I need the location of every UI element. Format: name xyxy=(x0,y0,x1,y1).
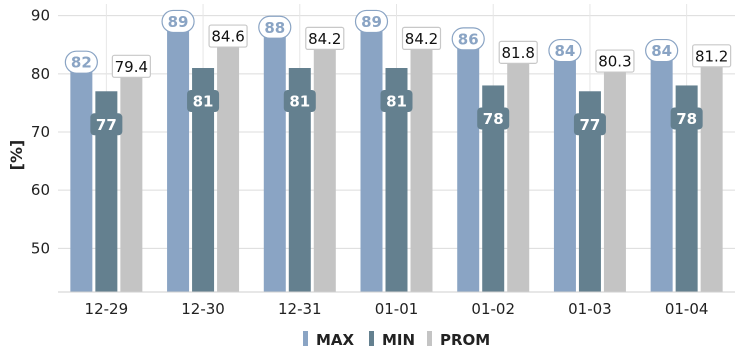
y-tick-label: 90 xyxy=(31,7,50,25)
bar-prom xyxy=(313,49,336,292)
axes: 50 60 70 80 90 12-29 12-30 12-31 01-01 01-02 01-03… xyxy=(31,7,735,318)
bar-prom xyxy=(603,72,626,292)
label-min-box xyxy=(380,90,413,112)
label-prom-box xyxy=(208,24,248,48)
label-min-box xyxy=(187,90,220,112)
label-max-box xyxy=(161,9,195,34)
label-prom-box xyxy=(595,49,635,73)
bar-min xyxy=(192,68,215,292)
label-prom: 80.3 xyxy=(598,53,631,71)
bar-max xyxy=(167,21,190,292)
label-max: 86 xyxy=(458,30,479,48)
label-prom-box xyxy=(111,54,151,78)
bar-min xyxy=(385,68,408,292)
label-max-box xyxy=(354,9,389,34)
label-prom-box xyxy=(692,44,732,68)
bar-max xyxy=(457,38,480,293)
legend-label-max: MAX xyxy=(316,331,355,346)
bar-prom xyxy=(507,63,530,292)
y-axis-label: [%] xyxy=(7,140,26,171)
label-prom-box xyxy=(401,26,442,50)
label-max: 84 xyxy=(554,42,575,60)
x-tick-label: 12-31 xyxy=(278,300,322,318)
label-prom: 81.8 xyxy=(502,44,535,62)
label-max-box xyxy=(548,38,582,63)
label-prom: 84.2 xyxy=(405,30,438,48)
label-max-box xyxy=(451,27,485,51)
label-max: 82 xyxy=(71,54,92,72)
x-tick-label: 01-03 xyxy=(568,300,612,318)
bar-max xyxy=(263,27,286,292)
label-max-box xyxy=(645,38,679,63)
bars xyxy=(70,21,723,293)
bar-max xyxy=(553,50,576,292)
label-min-box xyxy=(283,90,316,112)
legend-swatch-max xyxy=(303,331,308,346)
label-max-box xyxy=(258,15,292,39)
bar-prom xyxy=(217,47,240,292)
data-labels: 82 77 79.4 89 81 84.6 88 81 84.2 89 81 84.2 86 78 81.8… xyxy=(64,9,732,136)
label-prom-box xyxy=(498,40,538,64)
label-prom: 84.2 xyxy=(308,30,341,48)
legend-label-prom: PROM xyxy=(440,331,490,346)
bar-min xyxy=(578,91,601,292)
label-max: 89 xyxy=(361,13,382,31)
label-min-box xyxy=(670,107,703,130)
label-min: 81 xyxy=(193,93,214,111)
label-min-box xyxy=(477,107,510,130)
label-min: 81 xyxy=(289,93,310,111)
bar-prom xyxy=(410,49,433,292)
y-tick-label: 80 xyxy=(31,65,50,83)
label-prom: 81.2 xyxy=(695,47,728,65)
label-min: 78 xyxy=(676,110,697,128)
label-prom-box xyxy=(305,26,345,50)
label-max-box xyxy=(64,50,98,74)
x-tick-label: 12-29 xyxy=(85,300,129,318)
y-tick-label: 60 xyxy=(31,181,50,199)
label-min: 78 xyxy=(483,110,504,128)
legend-label-min: MIN xyxy=(382,331,415,346)
bar-max xyxy=(360,21,383,292)
y-tick-label: 50 xyxy=(31,239,50,257)
label-min: 77 xyxy=(96,116,117,134)
bar-min xyxy=(288,68,311,292)
x-tick-label: 01-02 xyxy=(471,300,515,318)
label-max: 84 xyxy=(651,42,672,60)
label-prom: 79.4 xyxy=(115,58,148,76)
bar-max xyxy=(70,62,93,292)
bar-min xyxy=(675,85,698,292)
label-min-box xyxy=(573,113,606,136)
label-min: 77 xyxy=(579,116,600,134)
label-max: 88 xyxy=(264,19,285,37)
bar-prom xyxy=(700,66,723,292)
label-prom: 84.6 xyxy=(211,28,244,46)
bar-prom xyxy=(120,77,143,293)
legend-swatch-prom xyxy=(427,331,432,346)
legend-swatch-min xyxy=(369,331,374,346)
bar-min xyxy=(482,85,505,292)
label-min-box xyxy=(90,113,123,136)
bar-min xyxy=(95,91,118,292)
legend: MAX MIN PROM xyxy=(303,331,490,346)
bar-max xyxy=(650,50,673,292)
label-min: 81 xyxy=(386,93,407,111)
x-tick-label: 01-01 xyxy=(375,300,419,318)
x-tick-label: 12-30 xyxy=(181,300,225,318)
y-tick-label: 70 xyxy=(31,123,50,141)
label-max: 89 xyxy=(168,13,189,31)
x-tick-label: 01-04 xyxy=(665,300,709,318)
